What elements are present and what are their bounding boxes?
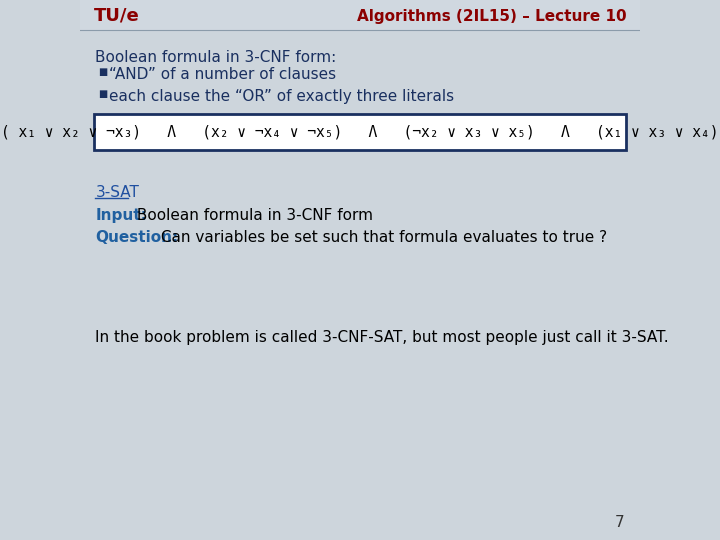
Text: Boolean formula in 3-CNF form:: Boolean formula in 3-CNF form: (95, 50, 336, 65)
Text: Boolean formula in 3-CNF form: Boolean formula in 3-CNF form (132, 208, 373, 223)
Text: ■: ■ (99, 89, 108, 99)
Text: 3-SAT: 3-SAT (95, 185, 139, 200)
FancyBboxPatch shape (80, 0, 640, 30)
Text: Algorithms (2IL15) – Lecture 10: Algorithms (2IL15) – Lecture 10 (356, 9, 626, 24)
Text: Input:: Input: (95, 208, 147, 223)
FancyBboxPatch shape (94, 114, 626, 150)
Text: In the book problem is called 3-CNF-SAT, but most people just call it 3-SAT.: In the book problem is called 3-CNF-SAT,… (95, 330, 669, 345)
Text: Question:: Question: (95, 230, 179, 245)
Text: 7: 7 (615, 515, 625, 530)
Text: Can variables be set such that formula evaluates to true ?: Can variables be set such that formula e… (156, 230, 607, 245)
Text: each clause the “OR” of exactly three literals: each clause the “OR” of exactly three li… (109, 89, 454, 104)
Text: TU/e: TU/e (94, 7, 140, 25)
Text: ( x₁ ∨ x₂ ∨ ¬x₃)   Λ   (x₂ ∨ ¬x₄ ∨ ¬x₅)   Λ   (¬x₂ ∨ x₃ ∨ x₅)   Λ   (x₁ ∨ x₃ ∨ x: ( x₁ ∨ x₂ ∨ ¬x₃) Λ (x₂ ∨ ¬x₄ ∨ ¬x₅) Λ (¬… (1, 125, 719, 139)
Text: ■: ■ (99, 67, 108, 77)
Text: “AND” of a number of clauses: “AND” of a number of clauses (109, 67, 336, 82)
